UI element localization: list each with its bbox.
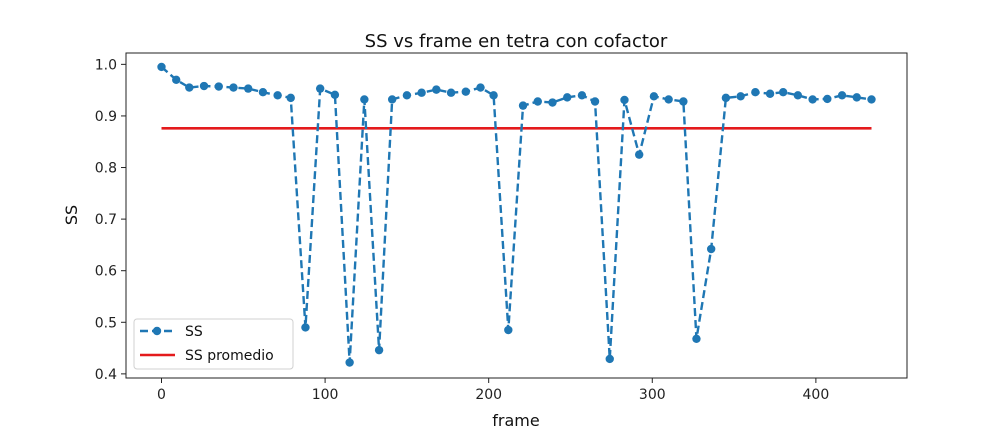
data-point-ss	[692, 334, 701, 343]
data-point-ss	[432, 85, 441, 94]
x-tick-label: 200	[475, 387, 502, 403]
data-point-ss	[504, 325, 513, 335]
legend-box	[133, 318, 294, 370]
data-point-ss	[214, 82, 223, 91]
data-point-ss	[172, 75, 181, 85]
y-tick-label: 1.0	[95, 57, 117, 73]
data-point-ss	[476, 83, 485, 92]
data-point-ss	[315, 84, 325, 93]
y-tick-label: 0.9	[95, 109, 117, 125]
series-group	[157, 62, 876, 367]
data-point-ss	[590, 97, 600, 106]
data-point-ss	[736, 92, 745, 101]
data-point-ss	[387, 95, 397, 104]
data-point-ss	[199, 81, 209, 91]
y-axis-label: SS	[62, 205, 81, 225]
axis-ticks: 0 100 200 300 400 0.4 0.5 0.6 0.7 0.8 0.9 1.0	[95, 57, 830, 403]
data-point-ss	[620, 95, 629, 105]
y-tick-label: 0.4	[95, 367, 117, 383]
data-point-ss	[518, 101, 528, 110]
data-point-ss	[286, 93, 295, 103]
data-point-ss	[577, 91, 587, 100]
data-point-ss	[533, 97, 542, 106]
data-point-ss	[461, 87, 470, 96]
data-point-ss	[778, 88, 788, 97]
data-point-ss	[793, 91, 803, 100]
data-point-ss	[273, 91, 282, 100]
data-point-ss	[721, 93, 731, 103]
data-point-ss	[402, 91, 412, 100]
y-tick-label: 0.8	[95, 161, 117, 177]
legend-label-ss-promedio: SS promedio	[185, 348, 274, 364]
data-point-ss	[229, 83, 238, 92]
data-point-ss	[679, 97, 688, 106]
data-point-ss	[258, 88, 268, 97]
chart-title: SS vs frame en tetra con cofactor	[365, 31, 668, 52]
data-point-ss	[765, 89, 775, 98]
y-tick-label: 0.7	[95, 212, 117, 228]
data-point-ss	[548, 98, 557, 107]
data-point-ss	[867, 95, 876, 104]
data-point-ss	[563, 93, 572, 102]
data-point-ss	[417, 88, 426, 97]
data-point-ss	[852, 93, 861, 102]
data-point-ss	[808, 95, 817, 104]
data-point-ss	[374, 345, 384, 355]
x-tick-label: 300	[639, 387, 666, 403]
data-point-ss	[345, 358, 354, 367]
legend-label-ss: SS	[185, 324, 203, 340]
data-point-ss	[244, 84, 253, 93]
data-point-ss	[837, 91, 847, 100]
data-point-ss	[185, 83, 194, 92]
y-tick-label: 0.5	[95, 315, 117, 331]
data-point-ss	[823, 94, 832, 104]
y-tick-label: 0.6	[95, 264, 117, 280]
data-point-ss	[489, 91, 498, 100]
data-point-ss	[664, 95, 673, 104]
x-tick-label: 100	[312, 387, 339, 403]
data-point-ss	[634, 150, 644, 159]
data-point-ss	[157, 62, 166, 72]
x-tick-label: 400	[803, 387, 830, 403]
data-point-ss	[330, 90, 340, 99]
data-point-ss	[751, 88, 760, 97]
legend: SS SS promedio	[133, 318, 294, 370]
x-tick-label: 0	[157, 387, 166, 403]
x-axis-label: frame	[492, 411, 539, 430]
data-point-ss	[301, 323, 310, 332]
data-point-ss	[360, 95, 369, 104]
data-point-ss	[446, 88, 456, 97]
data-point-ss	[706, 244, 716, 254]
data-point-ss	[649, 92, 659, 101]
legend-marker-ss	[152, 326, 162, 336]
data-point-ss	[605, 354, 614, 364]
